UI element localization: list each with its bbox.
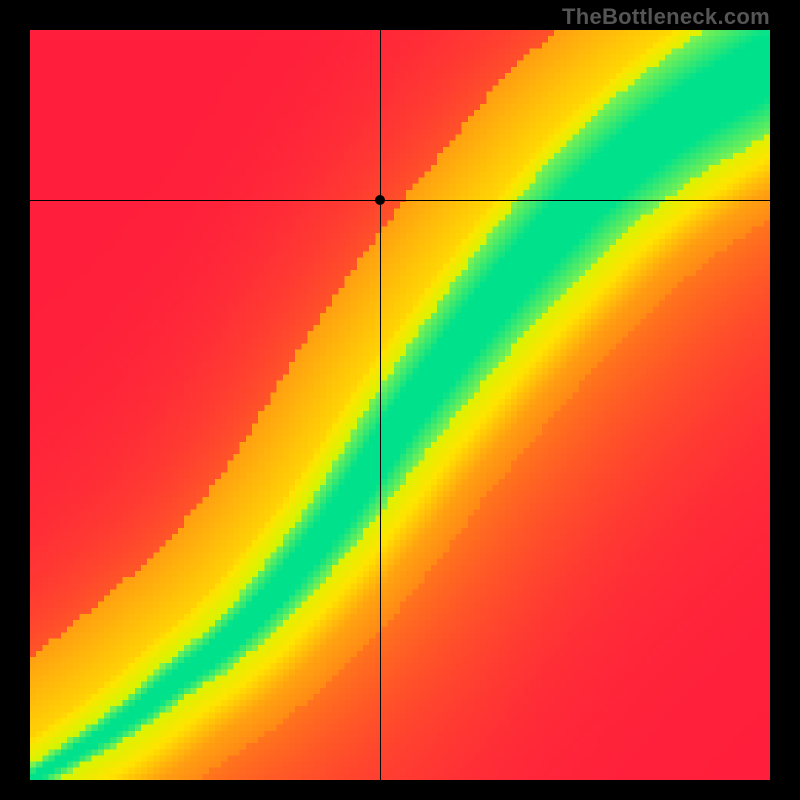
watermark-text: TheBottleneck.com: [562, 4, 770, 30]
plot-area: [30, 30, 770, 780]
heatmap-canvas: [30, 30, 770, 780]
crosshair-vertical: [380, 30, 381, 780]
crosshair-horizontal: [30, 200, 770, 201]
chart-container: TheBottleneck.com: [0, 0, 800, 800]
point-marker: [375, 195, 385, 205]
